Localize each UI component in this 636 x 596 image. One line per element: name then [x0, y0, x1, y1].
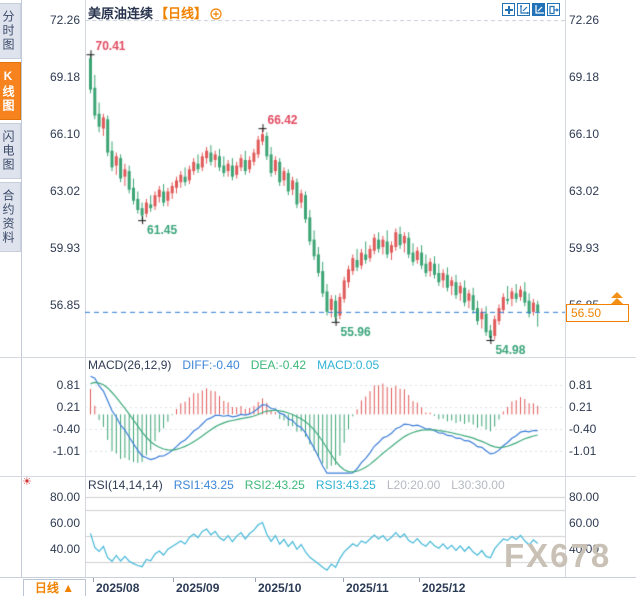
macd-dea-value: DEA:-0.42 — [250, 358, 307, 372]
rsi3-value: RSI3:43.25 — [315, 478, 376, 492]
axis-label: 66.10 — [49, 127, 80, 141]
axis-label: 56.85 — [49, 298, 80, 312]
date-label: 2025/08 — [96, 581, 140, 595]
period-selector-tab[interactable]: 日线 ▲ — [23, 579, 86, 596]
axis-label: 63.02 — [569, 184, 600, 198]
axis-label: 40.00 — [49, 542, 80, 556]
watermark: FX678 — [504, 537, 612, 574]
axis-label: 59.93 — [49, 241, 80, 255]
date-label: 2025/12 — [422, 581, 466, 595]
rsi-title: RSI(14,14,14) — [88, 478, 163, 492]
axis-label: -1.01 — [569, 444, 597, 458]
symbol-name: 美原油连续 — [88, 6, 154, 21]
main-chart-canvas[interactable] — [85, 20, 565, 357]
bottom-axis-bar: 日线 ▲ 2025/08 2025/09 2025/10 2025/11 2025/12 — [0, 577, 636, 596]
axis-label: 80.00 — [569, 490, 600, 504]
axis-label: -0.40 — [52, 422, 80, 436]
macd-title: MACD(26,12,9) — [88, 358, 172, 372]
date-label: 2025/11 — [346, 581, 389, 595]
live-indicator-icon[interactable]: ☀ — [22, 476, 32, 488]
rsi1-value: RSI1:43.25 — [173, 478, 234, 492]
macd-chart-canvas[interactable] — [85, 375, 565, 475]
date-tick — [255, 578, 256, 582]
rsi-chart-canvas[interactable] — [85, 493, 565, 576]
macd-rsi-divider — [0, 476, 636, 477]
axes-bars-icon[interactable] — [532, 3, 545, 16]
add-circle-icon[interactable] — [210, 8, 222, 23]
chart-header: 美原油连续 【日线】 — [88, 3, 222, 23]
date-tick — [93, 578, 94, 582]
rsi-l20-value: L20:20.00 — [386, 478, 441, 492]
sidebar-item-3[interactable]: 合约资料 — [0, 182, 21, 252]
period-tag: 【日线】 — [155, 6, 208, 21]
axis-label: 0.81 — [569, 378, 593, 392]
axis-label: 40.00 — [569, 542, 600, 556]
sidebar-item-1[interactable]: K线图 — [0, 62, 21, 120]
axis-label: 72.26 — [49, 13, 80, 27]
price-up-arrows-icon — [610, 292, 624, 305]
axes-zoom-icon[interactable] — [517, 3, 530, 16]
axis-label: -0.40 — [569, 422, 597, 436]
date-tick — [173, 578, 174, 582]
axis-label: 0.21 — [569, 400, 593, 414]
axis-label: 69.18 — [49, 70, 80, 84]
axis-label: 72.26 — [569, 13, 600, 27]
date-label: 2025/09 — [176, 581, 220, 595]
chart-toolbar — [502, 3, 560, 16]
axis-label: 69.18 — [569, 70, 600, 84]
date-tick — [343, 578, 344, 582]
sidebar: 分时图 K线图闪电图合约资料 — [0, 0, 22, 577]
axis-right-column: 72.2669.1866.1063.0259.9356.850.810.21-0… — [569, 0, 631, 577]
exit-chart-icon[interactable] — [547, 3, 560, 16]
axis-label: -1.01 — [52, 444, 80, 458]
main-macd-divider — [0, 357, 636, 358]
axis-label: 63.02 — [49, 184, 80, 198]
axis-left-column: 72.26 69.18 66.10 63.02 59.93 56.85 0.81 0.21 -0… — [18, 0, 80, 577]
macd-diff-value: DIFF:-0.40 — [182, 358, 240, 372]
axis-label: 0.81 — [56, 378, 80, 392]
period-dropdown-arrow-icon: ▲ — [62, 581, 75, 595]
right-axis-divider — [565, 0, 566, 577]
date-tick — [419, 578, 420, 582]
macd-macd-value: MACD:0.05 — [317, 358, 380, 372]
axis-label: 60.00 — [49, 516, 80, 530]
macd-header-row: MACD(26,12,9) DIFF:-0.40 DEA:-0.42 MACD:… — [88, 358, 379, 372]
sidebar-item-0[interactable]: 分时图 — [0, 3, 21, 59]
date-label: 2025/10 — [258, 581, 302, 595]
rsi-header-row: RSI(14,14,14) RSI1:43.25 RSI2:43.25 RSI3… — [88, 478, 505, 492]
axis-label: 59.93 — [569, 241, 600, 255]
rsi2-value: RSI2:43.25 — [244, 478, 305, 492]
current-price-box: 56.50 — [566, 304, 629, 322]
period-label: 日线 — [34, 581, 59, 595]
rsi-l30-value: L30:30.00 — [451, 478, 505, 492]
axis-label: 80.00 — [49, 490, 80, 504]
sidebar-item-2[interactable]: 闪电图 — [0, 123, 21, 179]
axis-label: 0.21 — [56, 400, 80, 414]
pan-crosshair-icon[interactable] — [502, 3, 515, 16]
axis-label: 60.00 — [569, 516, 600, 530]
axis-label: 66.10 — [569, 127, 600, 141]
